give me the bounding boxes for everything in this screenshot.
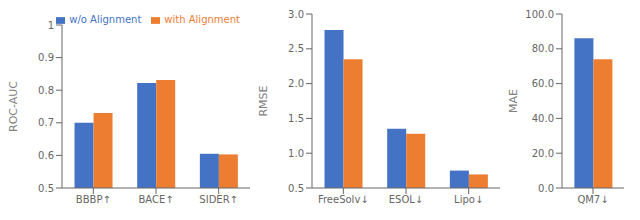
svg-text:BBBP↑: BBBP↑ <box>76 194 111 205</box>
html-text:w/o Alignment: w/o Alignment <box>69 14 142 25</box>
svg-text:0.5: 0.5 <box>288 183 304 194</box>
svg-text:0.9: 0.9 <box>38 52 54 63</box>
svg-text:3.0: 3.0 <box>288 9 304 20</box>
svg-text:FreeSolv↓: FreeSolv↓ <box>318 194 369 205</box>
svg-text:40.0: 40.0 <box>532 113 554 124</box>
svg-text:QM7↓: QM7↓ <box>577 194 608 205</box>
svg-text:0.7: 0.7 <box>38 117 54 128</box>
svg-text:1: 1 <box>48 20 54 31</box>
svg-text:Lipo↓: Lipo↓ <box>454 194 483 205</box>
svg-text:RMSE: RMSE <box>258 85 270 116</box>
svg-text:100.0: 100.0 <box>525 9 554 20</box>
svg-text:BACE↑: BACE↑ <box>138 194 173 205</box>
svg-text:ROC-AUC: ROC-AUC <box>8 81 20 132</box>
svg-text:2.0: 2.0 <box>288 78 304 89</box>
svg-text:0.8: 0.8 <box>38 85 54 96</box>
svg-text:1.0: 1.0 <box>288 148 304 159</box>
svg-text:ESOL↓: ESOL↓ <box>389 194 424 205</box>
svg-text:2.5: 2.5 <box>288 43 304 54</box>
svg-text:0.5: 0.5 <box>38 183 54 194</box>
svg-text:60.0: 60.0 <box>532 78 554 89</box>
svg-text:0.0: 0.0 <box>538 183 554 194</box>
svg-text:1.5: 1.5 <box>288 113 304 124</box>
svg-text:20.0: 20.0 <box>532 148 554 159</box>
svg-text:80.0: 80.0 <box>532 43 554 54</box>
html-text:with Alignment: with Alignment <box>164 14 240 25</box>
svg-text:SIDER↑: SIDER↑ <box>199 194 238 205</box>
svg-text:0.6: 0.6 <box>38 150 54 161</box>
svg-text:MAE: MAE <box>508 89 520 113</box>
